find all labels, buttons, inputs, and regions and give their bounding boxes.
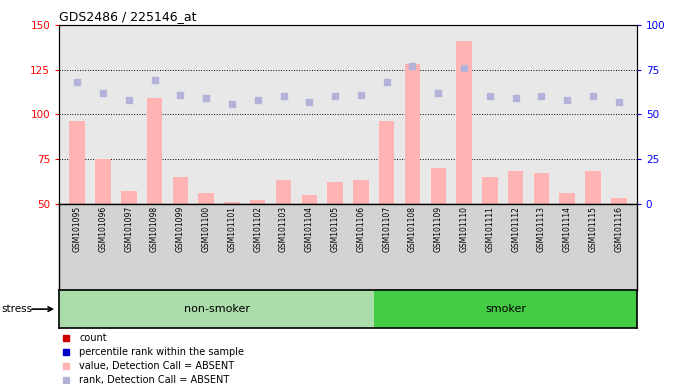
Point <box>381 79 393 85</box>
Bar <box>405 64 420 204</box>
Text: GSM101101: GSM101101 <box>228 206 237 252</box>
Point <box>484 93 496 99</box>
Bar <box>173 177 188 204</box>
Point <box>536 93 547 99</box>
Text: GSM101107: GSM101107 <box>382 206 391 252</box>
Bar <box>59 290 374 328</box>
Bar <box>508 171 523 204</box>
Point <box>149 77 160 83</box>
Point <box>433 90 444 96</box>
Point <box>356 91 367 98</box>
Text: GSM101096: GSM101096 <box>99 206 107 252</box>
Point <box>562 97 573 103</box>
Bar <box>224 202 239 204</box>
Text: GSM101110: GSM101110 <box>459 206 468 252</box>
Bar <box>147 98 162 204</box>
Bar <box>482 177 498 204</box>
Bar <box>276 180 291 204</box>
Bar <box>198 193 214 204</box>
Text: GSM101116: GSM101116 <box>615 206 624 252</box>
Point <box>97 90 109 96</box>
Bar <box>327 182 343 204</box>
Point <box>459 65 470 71</box>
Point <box>123 97 134 103</box>
Text: GSM101106: GSM101106 <box>356 206 365 252</box>
Text: GSM101114: GSM101114 <box>562 206 571 252</box>
Text: GSM101112: GSM101112 <box>511 206 520 252</box>
Text: stress: stress <box>1 304 33 314</box>
Bar <box>353 180 369 204</box>
Text: smoker: smoker <box>485 304 526 314</box>
Bar <box>534 173 549 204</box>
Point <box>329 93 340 99</box>
Text: GSM101102: GSM101102 <box>253 206 262 252</box>
Text: count: count <box>79 333 107 343</box>
Text: GSM101099: GSM101099 <box>176 206 185 252</box>
Bar <box>585 171 601 204</box>
Point <box>200 95 212 101</box>
Text: GSM101104: GSM101104 <box>305 206 314 252</box>
Text: GDS2486 / 225146_at: GDS2486 / 225146_at <box>59 10 197 23</box>
Text: GSM101111: GSM101111 <box>485 206 494 252</box>
Point <box>252 97 263 103</box>
Bar <box>431 168 446 204</box>
Text: GSM101115: GSM101115 <box>589 206 597 252</box>
Point <box>303 99 315 105</box>
Point <box>226 101 237 107</box>
Bar <box>95 159 111 204</box>
Point <box>407 63 418 69</box>
Text: GSM101095: GSM101095 <box>72 206 81 252</box>
Bar <box>611 198 626 204</box>
Bar <box>374 290 637 328</box>
Text: percentile rank within the sample: percentile rank within the sample <box>79 347 244 357</box>
Text: rank, Detection Call = ABSENT: rank, Detection Call = ABSENT <box>79 375 230 384</box>
Bar <box>70 121 85 204</box>
Text: GSM101103: GSM101103 <box>279 206 288 252</box>
Point <box>278 93 289 99</box>
Point <box>510 95 521 101</box>
Text: GSM101113: GSM101113 <box>537 206 546 252</box>
Point <box>613 99 624 105</box>
Bar <box>301 195 317 204</box>
Text: GSM101100: GSM101100 <box>202 206 211 252</box>
Bar <box>560 193 575 204</box>
Text: GSM101108: GSM101108 <box>408 206 417 252</box>
Bar <box>457 41 472 204</box>
Text: GSM101109: GSM101109 <box>434 206 443 252</box>
Text: value, Detection Call = ABSENT: value, Detection Call = ABSENT <box>79 361 235 371</box>
Bar <box>379 121 395 204</box>
Point <box>72 79 83 85</box>
Point <box>587 93 599 99</box>
Text: GSM101097: GSM101097 <box>125 206 134 252</box>
Bar <box>121 191 136 204</box>
Bar <box>250 200 265 204</box>
Text: non-smoker: non-smoker <box>184 304 250 314</box>
Text: GSM101098: GSM101098 <box>150 206 159 252</box>
Text: GSM101105: GSM101105 <box>331 206 340 252</box>
Point <box>175 91 186 98</box>
